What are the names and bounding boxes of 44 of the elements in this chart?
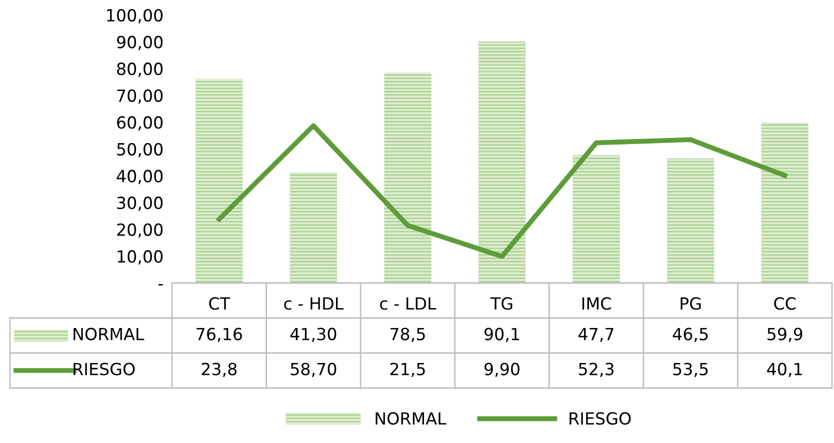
legend-label: NORMAL (74, 328, 144, 340)
data-label: 52,3 (579, 362, 614, 378)
data-label: 23,8 (202, 362, 237, 378)
y-tick-label: 20,00 (117, 223, 163, 238)
data-label: 47,7 (578, 328, 614, 342)
data-label: 53,5 (673, 362, 708, 378)
data-label: 40,1 (767, 362, 802, 378)
y-tick-label: 40,00 (116, 170, 163, 184)
bar (667, 158, 714, 283)
text: RIESGO (570, 412, 631, 425)
x-tick-label: IMC (582, 297, 611, 310)
line-series (216, 123, 788, 259)
x-tick-label: CC (774, 297, 796, 310)
data-label: 78,5 (390, 328, 425, 342)
data-label: 41,30 (290, 328, 336, 342)
bar (196, 78, 243, 283)
bar (761, 122, 808, 283)
y-tick-label: 50,00 (117, 142, 163, 158)
legend-label: RIESGO (74, 362, 135, 376)
data-label: 90,1 (484, 328, 520, 342)
data-label: 46,5 (672, 328, 708, 342)
data-label: 21,5 (390, 362, 425, 378)
bar (478, 42, 526, 283)
text: NORMAL (376, 412, 446, 425)
data-label: 59,9 (768, 328, 802, 342)
x-tick-label: CT (209, 297, 230, 310)
data-label: 76,16 (196, 328, 242, 342)
data-label: 58,70 (290, 362, 336, 378)
x-tick-label: TG (490, 297, 512, 310)
y-tick-label: - (158, 284, 163, 286)
y-tick-label: 100,00 (107, 8, 163, 24)
x-tick-label: c - LDL (380, 297, 436, 310)
bar (572, 155, 620, 283)
x-tick-label: c - HDL (284, 297, 344, 310)
bar (384, 72, 432, 283)
y-tick-label: 30,00 (117, 196, 163, 211)
x-tick-label: PG (680, 297, 701, 310)
y-tick-label: 60,00 (117, 116, 163, 130)
y-tick-label: 80,00 (117, 62, 163, 77)
bar (290, 172, 337, 283)
y-tick-label: 70,00 (117, 89, 163, 104)
data-label: 9,90 (484, 362, 520, 378)
y-tick-label: 90,00 (117, 36, 163, 50)
y-tick-label: 10,00 (118, 250, 163, 264)
